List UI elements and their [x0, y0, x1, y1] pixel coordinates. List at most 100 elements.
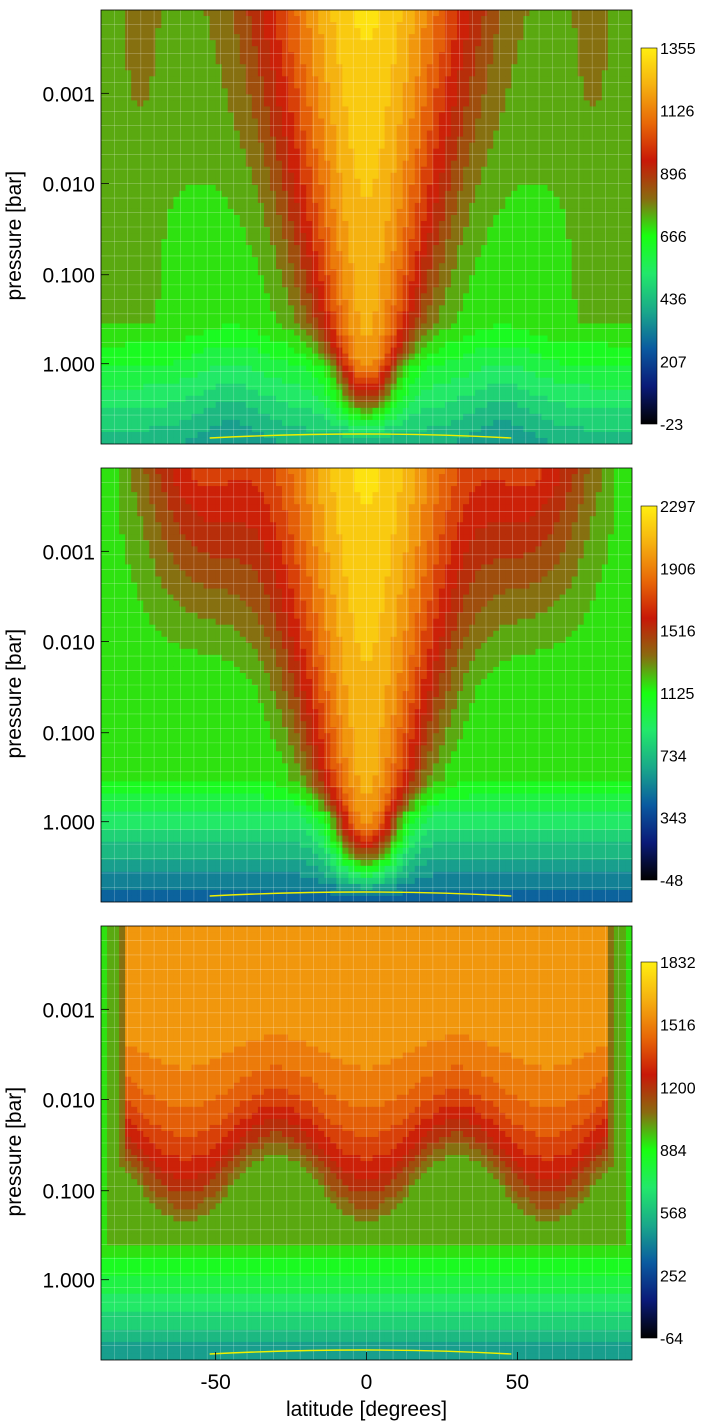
- field-cell: [227, 196, 235, 204]
- field-cell: [469, 52, 476, 59]
- field-cell: [107, 28, 114, 35]
- field-cell: [583, 239, 591, 246]
- field-cell: [300, 311, 307, 319]
- field-cell: [318, 293, 325, 300]
- field-cell: [119, 16, 126, 23]
- field-cell: [312, 22, 319, 29]
- field-cell: [487, 136, 494, 144]
- field-cell: [475, 208, 482, 216]
- field-cell: [547, 58, 555, 65]
- field-cell: [342, 190, 349, 198]
- field-cell: [384, 88, 392, 95]
- field-cell: [348, 227, 356, 234]
- field-cell: [396, 166, 404, 174]
- field-cell: [571, 196, 579, 204]
- field-cell: [245, 257, 253, 264]
- field-cell: [239, 317, 247, 325]
- field-cell: [342, 281, 349, 288]
- field-cell: [348, 76, 356, 83]
- field-cell: [601, 124, 609, 132]
- field-cell: [583, 275, 591, 282]
- field-cell: [348, 118, 356, 126]
- field-cell: [203, 184, 211, 192]
- field-cell: [559, 124, 567, 132]
- field-cell: [173, 76, 181, 83]
- field-cell: [257, 251, 265, 258]
- field-cell: [131, 184, 138, 192]
- field-cell: [227, 130, 235, 138]
- field-cell: [179, 239, 187, 246]
- field-cell: [336, 220, 343, 228]
- field-cell: [113, 263, 120, 270]
- field-cell: [215, 154, 223, 162]
- field-cell: [209, 94, 217, 102]
- field-cell: [191, 184, 199, 192]
- field-cell: [595, 299, 603, 306]
- field-cell: [167, 130, 175, 138]
- field-cell: [601, 281, 609, 288]
- field-cell: [342, 64, 349, 71]
- field-cell: [173, 178, 181, 186]
- field-cell: [517, 142, 524, 150]
- field-cell: [282, 245, 289, 252]
- field-cell: [227, 178, 235, 186]
- field-cell: [143, 281, 150, 288]
- field-cell: [185, 251, 193, 258]
- field-cell: [161, 10, 168, 17]
- field-cell: [354, 311, 362, 319]
- field-cell: [613, 184, 621, 192]
- field-cell: [348, 263, 356, 270]
- field-cell: [239, 136, 247, 144]
- field-cell: [197, 311, 205, 319]
- field-cell: [414, 40, 422, 47]
- field-cell: [487, 100, 494, 108]
- field-cell: [577, 112, 585, 120]
- field-cell: [607, 299, 615, 306]
- field-cell: [493, 64, 500, 71]
- field-cell: [414, 118, 422, 126]
- field-cell: [215, 22, 223, 29]
- field-cell: [583, 220, 591, 228]
- field-cell: [215, 76, 223, 83]
- field-cell: [330, 275, 337, 282]
- field-cell: [257, 172, 265, 180]
- field-cell: [541, 245, 549, 252]
- field-cell: [185, 323, 193, 331]
- field-cell: [197, 239, 205, 246]
- field-cell: [137, 160, 144, 168]
- field-cell: [354, 281, 362, 288]
- field-cell: [607, 154, 615, 162]
- field-cell: [493, 239, 500, 246]
- field-cell: [191, 329, 199, 337]
- field-cell: [499, 10, 506, 17]
- field-cell: [541, 40, 549, 47]
- field-cell: [119, 269, 126, 276]
- field-cell: [161, 233, 168, 240]
- field-cell: [294, 214, 301, 222]
- field-cell: [601, 287, 609, 294]
- field-cell: [535, 208, 543, 216]
- field-cell: [408, 251, 416, 258]
- field-cell: [384, 323, 392, 331]
- field-cell: [167, 76, 175, 83]
- field-cell: [517, 100, 524, 108]
- field-cell: [209, 178, 217, 186]
- field-cell: [245, 245, 253, 252]
- field-cell: [613, 22, 621, 29]
- field-cell: [571, 287, 579, 294]
- field-cell: [457, 196, 464, 204]
- field-cell: [203, 281, 211, 288]
- field-cell: [336, 257, 343, 264]
- field-cell: [125, 245, 132, 252]
- field-cell: [167, 251, 175, 258]
- field-cell: [505, 34, 512, 41]
- field-cell: [366, 281, 374, 288]
- field-cell: [487, 148, 494, 156]
- field-cell: [119, 106, 126, 114]
- field-cell: [438, 196, 446, 204]
- field-cell: [589, 269, 597, 276]
- field-cell: [155, 335, 162, 343]
- field-cell: [523, 281, 531, 288]
- field-cell: [197, 64, 205, 71]
- field-cell: [179, 52, 187, 59]
